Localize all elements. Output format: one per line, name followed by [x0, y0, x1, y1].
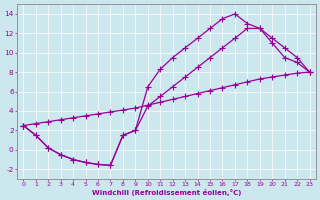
X-axis label: Windchill (Refroidissement éolien,°C): Windchill (Refroidissement éolien,°C) — [92, 189, 241, 196]
